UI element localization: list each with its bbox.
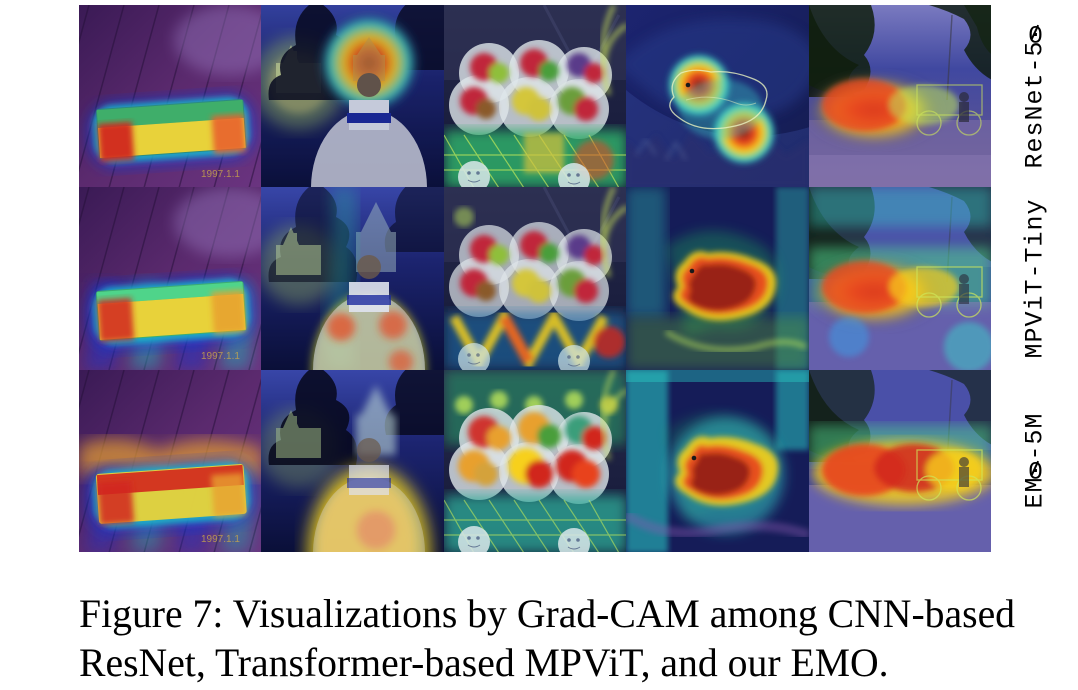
svg-text:1997.1.1: 1997.1.1 bbox=[201, 169, 240, 180]
svg-text:1997.1.1: 1997.1.1 bbox=[201, 534, 240, 545]
svg-text:1997.1.1: 1997.1.1 bbox=[201, 351, 240, 362]
